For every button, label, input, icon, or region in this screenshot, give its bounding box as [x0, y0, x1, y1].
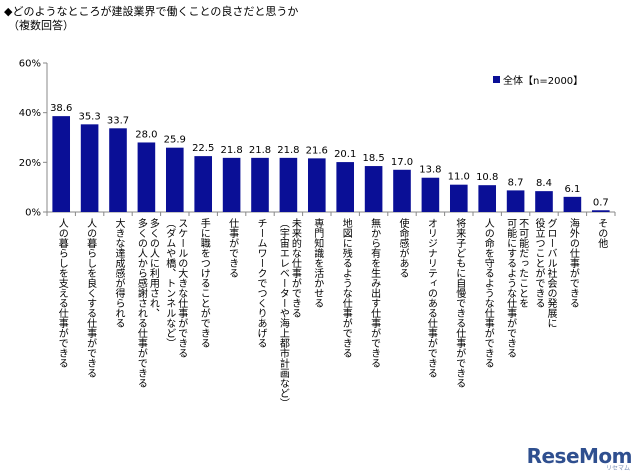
bar-value-label: 20.1 — [334, 149, 356, 160]
x-tick-label: オリジナリティのある仕事ができる — [425, 218, 437, 378]
bar-value-label: 21.8 — [220, 145, 242, 156]
legend: 全体【n=2000】 — [493, 72, 583, 87]
x-tick-label: グローバル社会の発展に 役立つことができる — [533, 218, 556, 328]
x-tick-label: 多くの人に利用され、 多くの人から感謝される仕事ができる — [135, 218, 159, 388]
bar-value-label: 38.6 — [50, 103, 72, 114]
bar — [364, 166, 383, 212]
bar-value-label: 0.7 — [593, 197, 609, 208]
x-tick-label: 人の命を守るような仕事ができる — [482, 218, 494, 368]
bar — [251, 157, 269, 212]
bar-value-label: 18.5 — [362, 153, 384, 164]
chart-subtitle: （複数回答） — [8, 19, 74, 32]
x-tick-label: 海外の仕事ができる — [567, 218, 579, 308]
bar — [137, 142, 156, 212]
bar — [591, 210, 610, 212]
bar — [506, 190, 525, 212]
x-tick-label: チームワークでつくりあげる — [255, 218, 266, 348]
bar-value-label: 35.3 — [78, 111, 100, 122]
x-tick-label: 人の暮らしを良くする仕事ができる — [84, 218, 96, 378]
bar — [165, 147, 184, 212]
legend-label: 全体【n=2000】 — [503, 76, 584, 87]
chart-title: ◆どのようなところが建設業界で働くことの良さだと思うか — [4, 5, 299, 18]
x-tick-label: 地図に残るような仕事ができる — [340, 218, 352, 358]
legend-swatch — [493, 76, 500, 83]
x-tick-label: 手に職をつけることができる — [198, 218, 210, 348]
x-tick-label: 未来的な仕事ができる （宇宙エレベーターや海上都市計画など） — [277, 218, 301, 408]
bar-value-label: 28.0 — [135, 129, 157, 140]
x-tick-label: 将来子どもに自慢できる仕事ができる — [453, 218, 465, 388]
bar-value-label: 21.6 — [306, 145, 328, 156]
bar-value-label: 22.5 — [192, 143, 214, 154]
resemom-logo: ReseMom — [526, 444, 633, 468]
bar-value-label: 8.7 — [508, 177, 524, 188]
y-tick-label: 20% — [19, 158, 41, 169]
bar — [80, 124, 99, 212]
x-tick-label: スケールの大きな仕事ができる （ダムや橋、トンネルなど） — [163, 218, 187, 358]
bar — [52, 116, 71, 212]
x-tick-label: 無から有を生み出す仕事ができる — [368, 218, 380, 368]
x-tick-label: 人の暮らしを支える仕事ができる — [56, 218, 68, 368]
bar — [478, 185, 497, 212]
bar — [222, 157, 241, 212]
y-tick-label: 0% — [25, 208, 41, 219]
bar — [336, 162, 355, 212]
x-tick-label: 使命感がある — [397, 218, 408, 278]
bar — [307, 158, 326, 212]
bar — [194, 156, 213, 212]
bar — [535, 191, 553, 212]
x-tick-label: 専門知識を活かせる — [311, 218, 323, 308]
bar-value-label: 25.9 — [164, 135, 186, 146]
bar — [563, 196, 582, 212]
bar — [421, 177, 440, 212]
bar-value-label: 6.1 — [564, 184, 580, 195]
y-tick-label: 60% — [19, 59, 41, 70]
bar — [393, 169, 411, 212]
x-tick-label: 大きな達成感が得られる — [113, 218, 124, 328]
bar-value-label: 33.7 — [107, 115, 129, 126]
bar-value-label: 13.8 — [419, 165, 441, 176]
x-tick-label: 不可能だったことを 可能にするような仕事ができる — [504, 218, 528, 358]
bar — [279, 157, 298, 212]
bar-value-label: 11.0 — [448, 172, 470, 183]
bar-value-label: 8.4 — [536, 178, 552, 189]
x-tick-label: 仕事ができる — [226, 218, 238, 278]
y-tick-label: 40% — [19, 108, 41, 119]
x-tick-label: その他 — [595, 218, 607, 248]
resemom-logo-sub: リセマム — [605, 465, 630, 472]
bar — [449, 184, 468, 212]
bar-value-label: 10.8 — [476, 172, 498, 183]
bar-value-label: 17.0 — [391, 157, 413, 168]
bar-value-label: 21.8 — [249, 145, 271, 156]
bar — [109, 128, 127, 212]
bar-value-label: 21.8 — [277, 145, 299, 156]
